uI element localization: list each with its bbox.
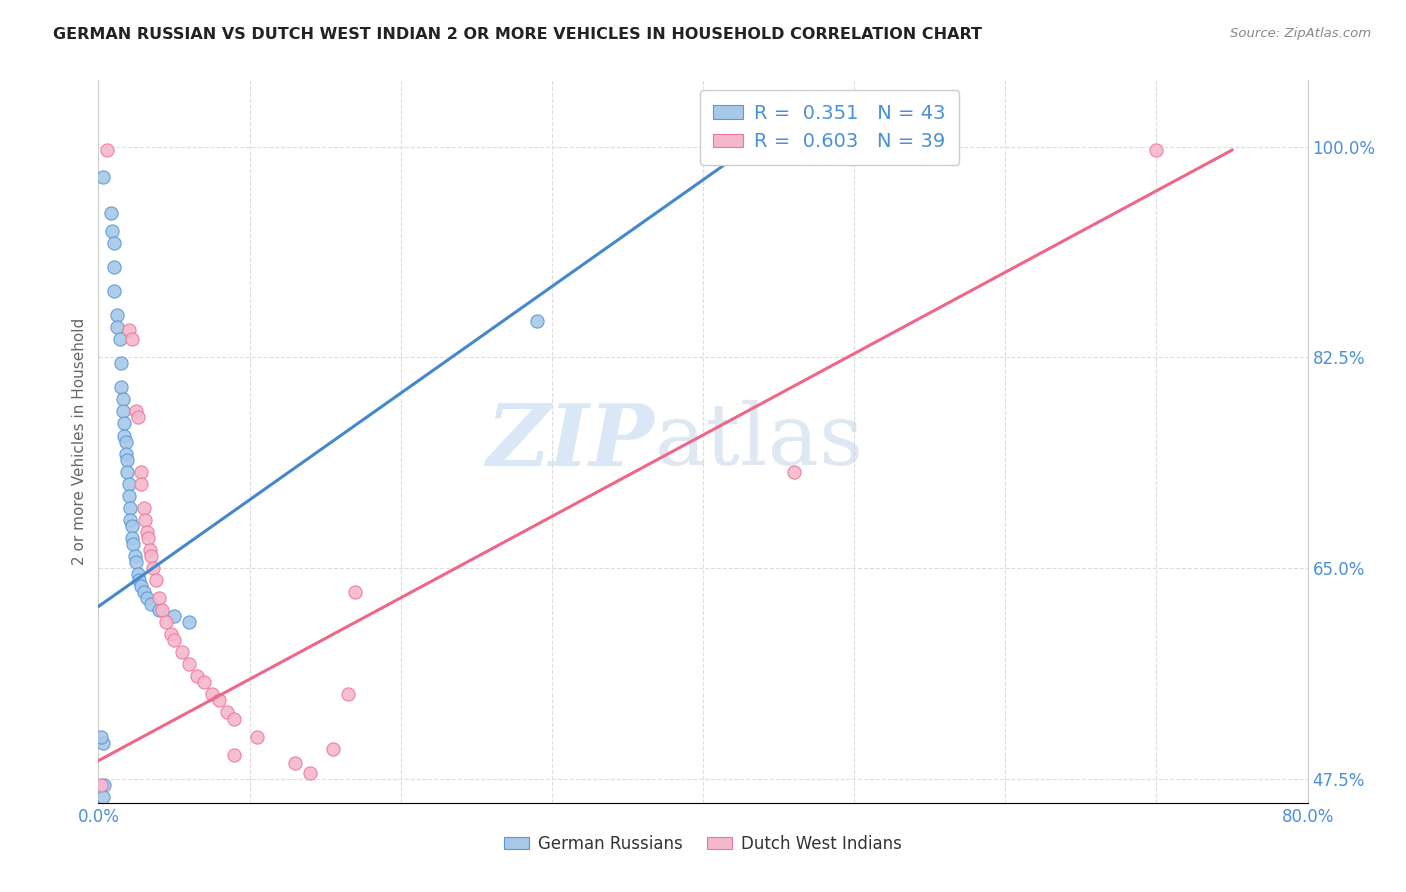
Point [135,524,157,539]
Point [112,428,135,442]
Point [124,549,146,563]
Point [132,585,155,599]
Point [160,627,183,641]
Point [96,143,118,157]
Point [118,476,141,491]
Point [170,645,193,659]
Point [111,392,134,407]
Point [91,736,114,750]
Point [105,320,128,334]
Point [284,756,307,770]
Point [179,615,201,630]
Point [155,615,177,630]
Point [163,609,186,624]
Point [139,542,162,557]
Point [100,205,122,219]
Point [141,597,163,611]
Legend: German Russians, Dutch West Indians: German Russians, Dutch West Indians [498,828,908,860]
Point [122,537,145,551]
Point [103,284,125,298]
Point [128,573,150,587]
Point [129,579,152,593]
Point [150,603,173,617]
Point [142,561,165,575]
Point [115,465,138,479]
Point [246,730,269,744]
Point [125,404,148,418]
Point [91,169,114,184]
Point [129,476,152,491]
Point [141,549,163,563]
Point [344,585,367,599]
Point [132,500,155,515]
Point [1144,143,1167,157]
Text: ZIP: ZIP [486,400,655,483]
Point [103,235,125,250]
Point [127,567,149,582]
Point [336,687,359,701]
Point [215,706,238,720]
Point [134,513,156,527]
Point [115,452,138,467]
Point [135,591,157,605]
Point [114,446,136,460]
Point [783,465,806,479]
Point [121,518,143,533]
Point [299,765,322,780]
Point [179,657,201,672]
Point [125,555,148,569]
Point [201,687,224,701]
Point [322,741,344,756]
Point [91,789,114,804]
Point [193,675,215,690]
Point [208,693,231,707]
Point [163,633,186,648]
Point [110,380,132,394]
Point [111,404,134,418]
Point [101,224,124,238]
Point [120,513,142,527]
Point [129,465,152,479]
Point [148,603,170,617]
Point [112,417,135,431]
Point [148,591,170,605]
Point [90,778,112,792]
Text: atlas: atlas [655,400,863,483]
Point [120,500,142,515]
Point [114,434,136,449]
Point [121,531,143,545]
Point [145,573,167,587]
Point [136,531,159,545]
Point [322,826,344,840]
Point [526,314,548,328]
Point [93,778,115,792]
Text: GERMAN RUSSIAN VS DUTCH WEST INDIAN 2 OR MORE VEHICLES IN HOUSEHOLD CORRELATION : GERMAN RUSSIAN VS DUTCH WEST INDIAN 2 OR… [53,27,983,42]
Point [110,356,132,370]
Point [103,260,125,274]
Point [105,308,128,322]
Point [90,730,112,744]
Text: Source: ZipAtlas.com: Source: ZipAtlas.com [1230,27,1371,40]
Point [118,322,141,336]
Point [127,410,149,425]
Point [121,332,143,346]
Point [224,712,246,726]
Point [186,669,208,683]
Y-axis label: 2 or more Vehicles in Household: 2 or more Vehicles in Household [72,318,87,566]
Point [224,747,246,762]
Point [108,332,131,346]
Point [118,489,141,503]
